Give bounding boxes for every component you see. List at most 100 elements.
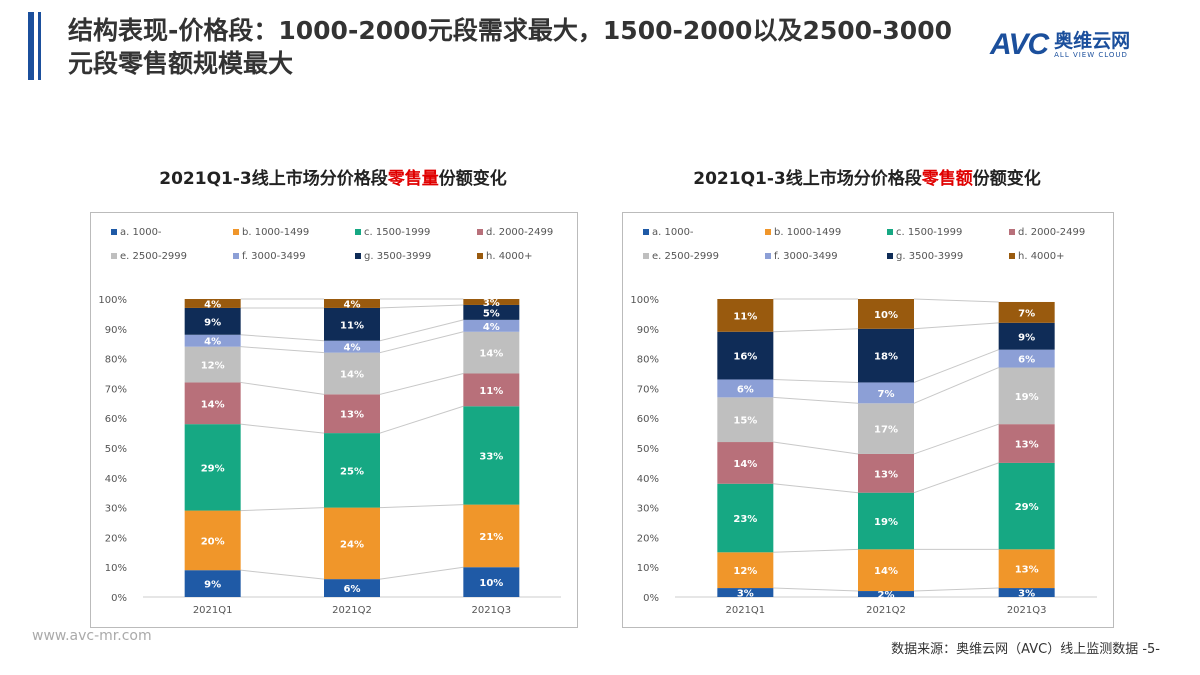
bar-segment-g (184, 307, 241, 335)
data-label-c: 19% (874, 517, 898, 528)
connector-line-f (379, 319, 464, 342)
bar-segment-f (463, 319, 520, 332)
legend-label-a: a. 1000- (652, 227, 694, 238)
data-label-a: 2% (878, 590, 895, 601)
bar-segment-b (717, 552, 774, 589)
bar-segment-g (463, 304, 520, 320)
data-label-e: 15% (733, 416, 757, 427)
bar-segment-d (324, 394, 380, 434)
bar-segment-a (463, 567, 520, 597)
connector-line-g (379, 304, 464, 309)
bar-segment-f (717, 379, 774, 398)
connector-line-a (379, 566, 464, 580)
legend-label-f: f. 3000-3499 (242, 251, 306, 262)
data-label-f: 6% (1018, 355, 1035, 366)
bar-segment-h (998, 301, 1055, 323)
connector-line-e (379, 331, 464, 354)
bar-segment-b (858, 549, 914, 592)
bar-segment-a (858, 591, 914, 597)
y-tick-label: 40% (105, 474, 127, 485)
data-label-d: 13% (340, 410, 364, 421)
connector-line-d (773, 441, 859, 455)
data-label-b: 24% (340, 539, 364, 550)
connector-line-b (379, 504, 464, 509)
data-label-d: 13% (1015, 440, 1039, 451)
legend-swatch-f (233, 253, 239, 259)
bar-segment-a (717, 588, 774, 597)
y-tick-label: 60% (637, 414, 659, 425)
bar-segment-d (184, 382, 241, 425)
connector-line-f (240, 334, 325, 342)
y-tick-label: 80% (105, 355, 127, 366)
data-source: 数据来源：奥维云网（AVC）线上监测数据 -5- (891, 642, 1160, 657)
legend-swatch-d (477, 229, 483, 235)
chart-title-suffix: 份额变化 (972, 169, 1041, 189)
legend-swatch-a (643, 229, 649, 235)
data-label-e: 14% (479, 349, 503, 360)
data-label-e: 19% (1015, 392, 1039, 403)
legend-swatch-c (887, 229, 893, 235)
bar-segment-b (998, 549, 1055, 589)
data-label-f: 4% (483, 322, 500, 333)
data-label-b: 14% (874, 566, 898, 577)
bar-segment-e (998, 367, 1055, 425)
y-tick-label: 10% (105, 563, 127, 574)
legend-swatch-e (643, 253, 649, 259)
data-label-h: 11% (733, 311, 757, 322)
logo-cn: 奥维云网 (1054, 30, 1131, 52)
legend-label-h: h. 4000+ (1018, 251, 1065, 262)
data-label-c: 25% (340, 466, 364, 477)
connector-line-e (240, 346, 325, 354)
y-tick-label: 90% (105, 325, 127, 336)
legend-label-g: g. 3500-3999 (896, 251, 963, 262)
bar-segment-b (463, 504, 520, 568)
website-url: www.avc-mr.com (32, 628, 152, 644)
legend-label-d: d. 2000-2499 (486, 227, 553, 238)
data-label-c: 29% (201, 463, 225, 474)
data-label-b: 13% (1015, 565, 1039, 576)
logo-en: ALL VIEW CLOUD (1054, 51, 1128, 59)
legend-label-c: c. 1500-1999 (896, 227, 962, 238)
legend-label-f: f. 3000-3499 (774, 251, 838, 262)
data-label-a: 6% (344, 584, 361, 595)
chart-volume-svg: a. 1000- b. 1000-1499 c. 1500-1999 d. 2000-… (98, 227, 561, 616)
legend-swatch-e (111, 253, 117, 259)
bar-segment-a (184, 570, 241, 597)
bar-segment-e (184, 346, 241, 383)
y-tick-label: 50% (105, 444, 127, 455)
bar-segment-d (858, 453, 914, 493)
legend-swatch-c (355, 229, 361, 235)
data-label-h: 4% (204, 299, 221, 310)
y-tick-label: 70% (637, 384, 659, 395)
connector-line-h (913, 298, 999, 303)
x-tick-label: 2021Q1 (725, 605, 765, 616)
data-label-c: 29% (1015, 502, 1039, 513)
y-tick-label: 60% (105, 414, 127, 425)
legend-label-b: b. 1000-1499 (774, 227, 841, 238)
legend-label-h: h. 4000+ (486, 251, 533, 262)
chart-title-prefix: 2021Q1-3线上市场分价格段 (159, 169, 388, 189)
bar-segment-h (324, 299, 380, 308)
connector-line-d (379, 373, 464, 395)
data-label-a: 3% (1018, 589, 1035, 600)
legend-swatch-b (765, 229, 771, 235)
bar-segment-c (324, 433, 380, 508)
bar-segment-h (184, 299, 241, 308)
data-label-d: 11% (479, 386, 503, 397)
bar-segment-h (858, 299, 914, 329)
connector-line-a (913, 587, 999, 592)
y-tick-label: 70% (105, 384, 127, 395)
data-label-g: 9% (1018, 332, 1035, 343)
x-tick-label: 2021Q3 (471, 605, 511, 616)
data-label-h: 4% (344, 299, 361, 310)
data-label-a: 10% (479, 578, 503, 589)
bar-segment-d (998, 424, 1055, 463)
legend-swatch-h (477, 253, 483, 259)
bar-segment-g (858, 328, 914, 383)
bar-segment-b (324, 507, 380, 580)
data-label-h: 7% (1018, 308, 1035, 319)
connector-line-e (773, 396, 859, 404)
y-tick-label: 90% (637, 325, 659, 336)
bar-segment-h (463, 299, 520, 305)
bar-segment-g (717, 331, 774, 380)
